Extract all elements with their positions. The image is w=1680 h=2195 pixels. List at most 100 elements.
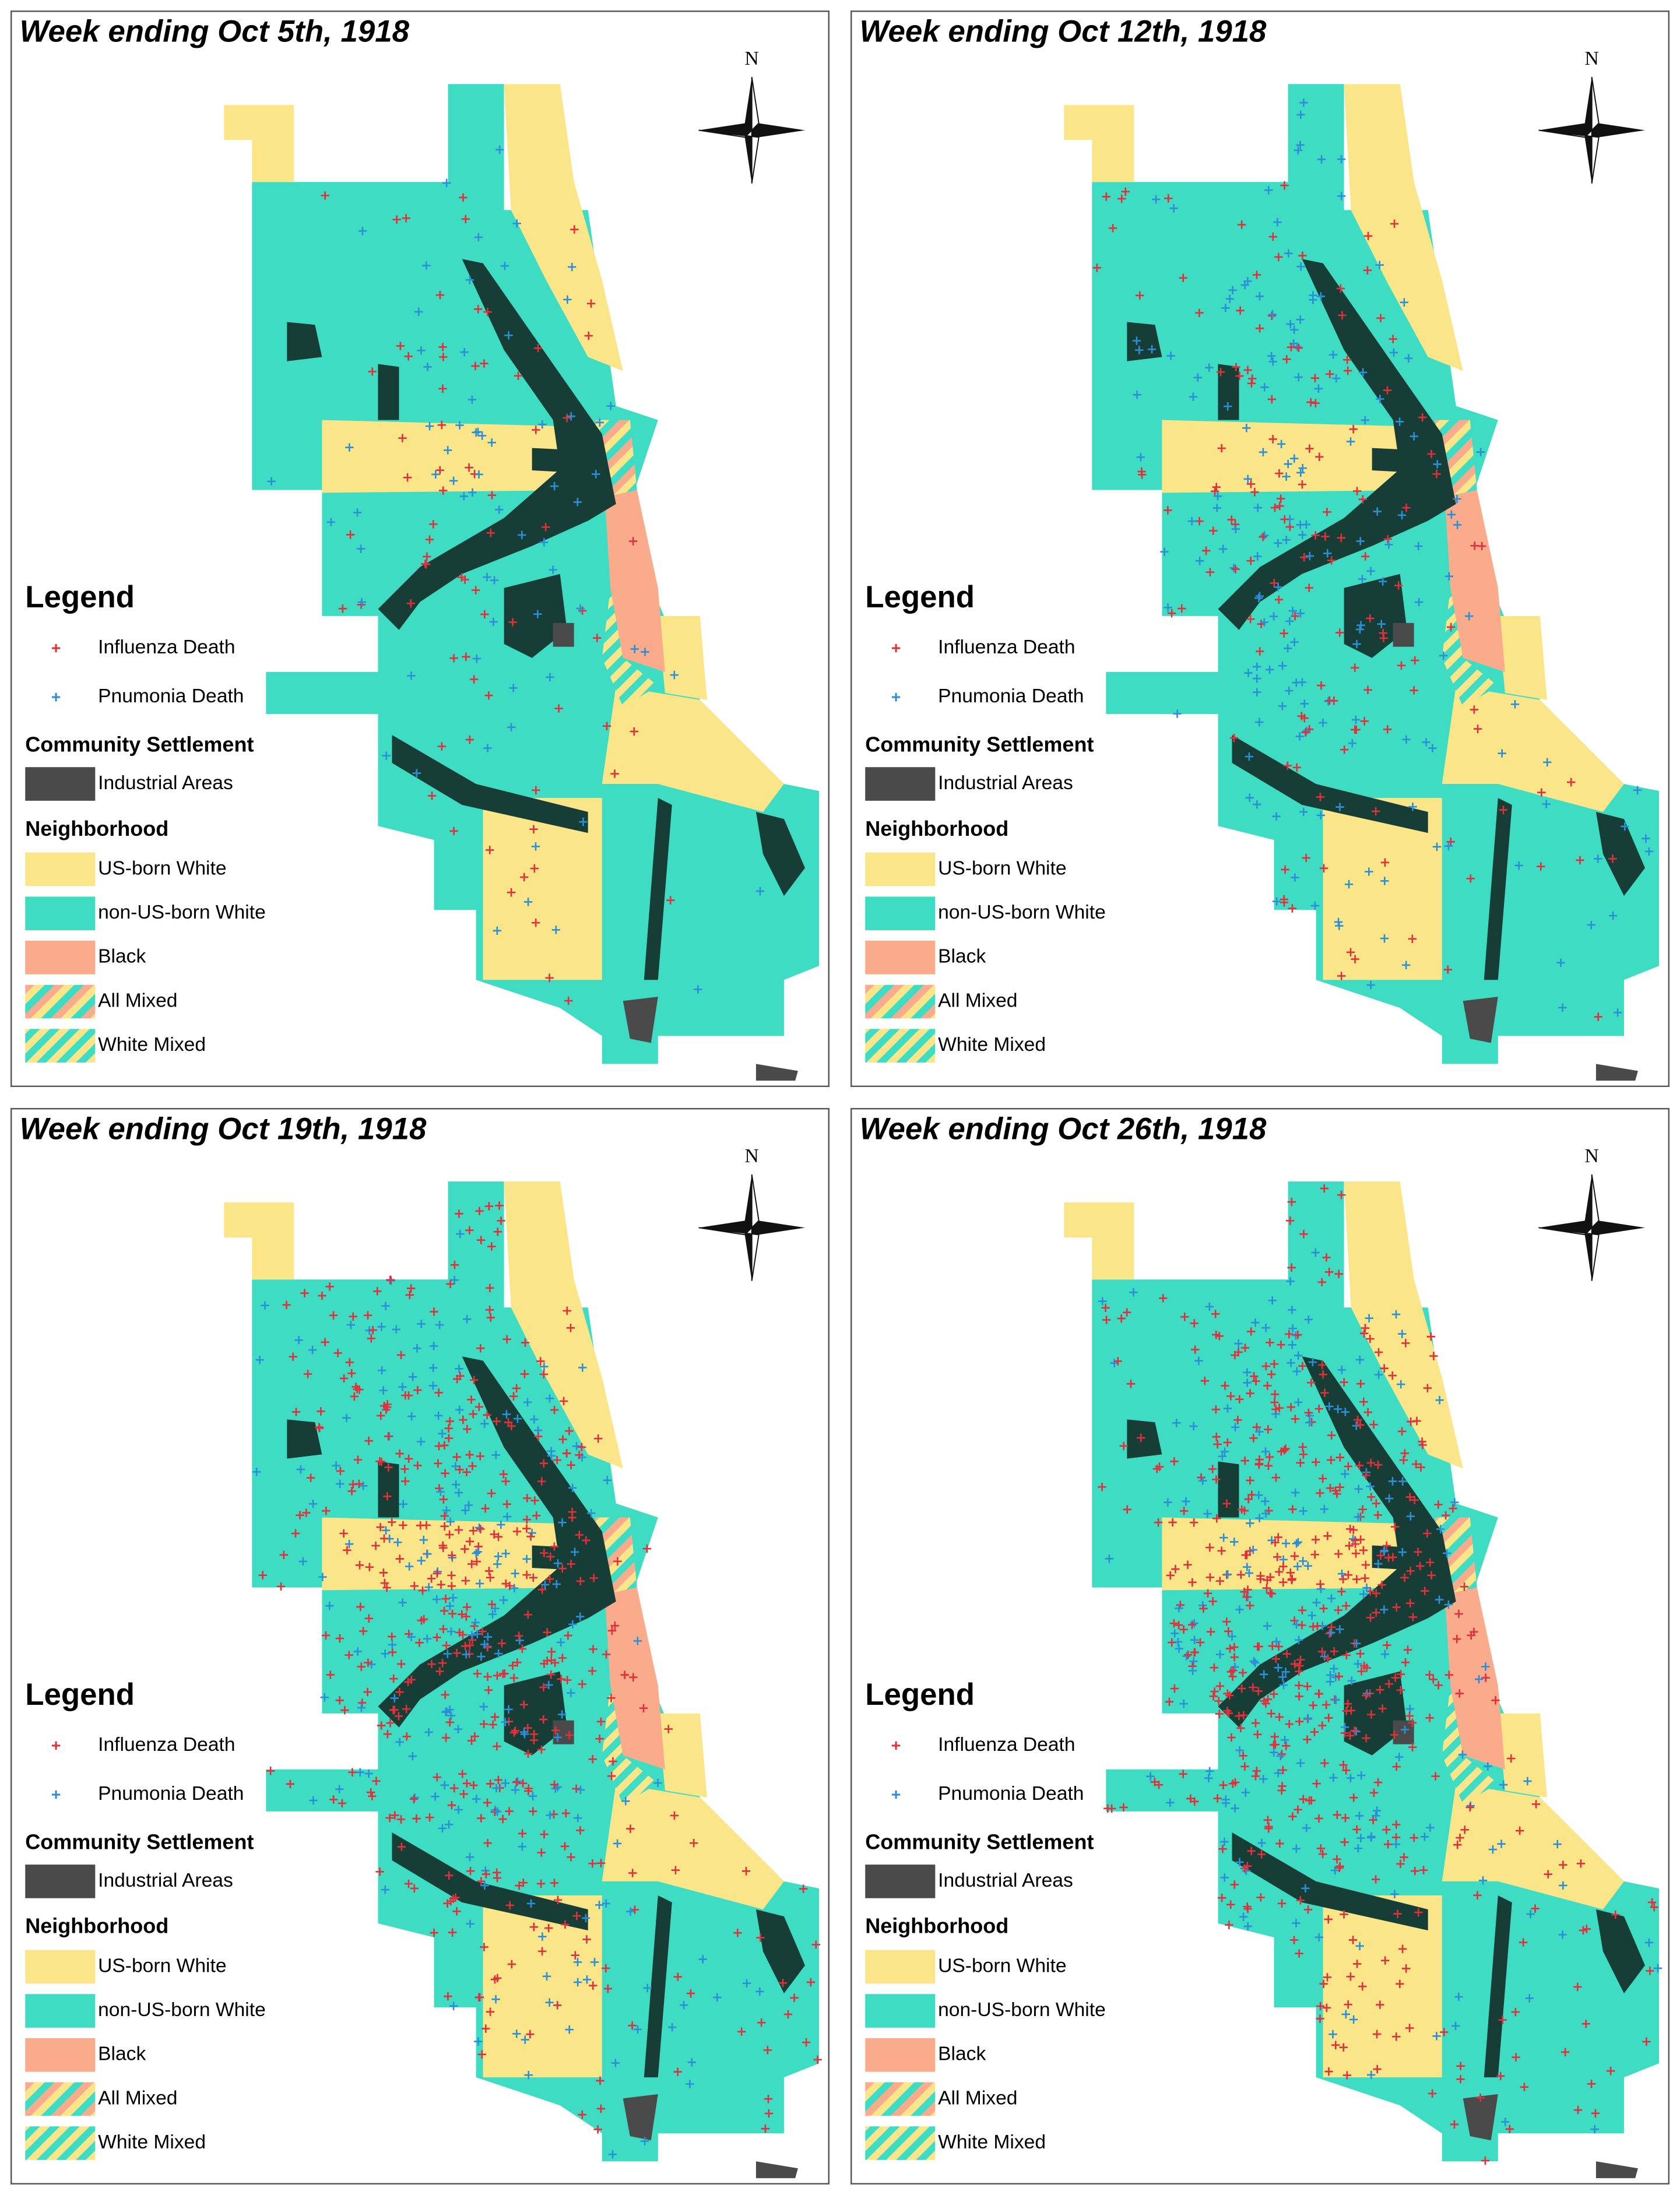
death-marker [473, 1669, 482, 1678]
legend-marker [51, 1790, 61, 1799]
death-marker [381, 1301, 390, 1310]
death-marker [1285, 686, 1294, 695]
legend-label: All Mixed [938, 990, 1017, 1011]
death-marker [452, 1452, 461, 1462]
legend-swatch [25, 896, 96, 931]
death-marker [1323, 1654, 1332, 1663]
death-marker [572, 1441, 581, 1451]
death-marker [576, 1577, 585, 1585]
death-marker [437, 1580, 445, 1589]
death-marker [545, 1394, 554, 1403]
death-marker [607, 1771, 616, 1781]
death-marker [1244, 1494, 1253, 1504]
death-marker [1271, 1473, 1281, 1482]
death-marker [1290, 1659, 1299, 1669]
death-marker [338, 1799, 347, 1808]
death-marker [1345, 1541, 1354, 1550]
death-marker [1294, 1538, 1303, 1547]
death-marker [626, 1907, 635, 1916]
death-marker [1231, 525, 1240, 533]
death-marker [1349, 425, 1358, 434]
death-marker [1280, 895, 1288, 904]
death-marker [462, 652, 470, 662]
death-marker [628, 537, 638, 546]
death-marker [1292, 1539, 1301, 1548]
death-marker [550, 481, 559, 491]
city-area [1092, 84, 1659, 1064]
death-marker [1434, 1500, 1443, 1509]
death-marker [394, 1712, 403, 1721]
death-marker [302, 1508, 311, 1517]
death-marker [1271, 1538, 1280, 1547]
death-marker [357, 1662, 366, 1671]
death-marker [1269, 612, 1278, 621]
death-marker [1239, 1711, 1248, 1720]
panel-title: Week ending Oct 12th, 1918 [860, 15, 1267, 49]
death-marker [1205, 1767, 1214, 1776]
death-marker [342, 1413, 351, 1422]
death-marker [368, 1325, 377, 1335]
death-marker [536, 1879, 546, 1888]
death-marker [576, 1826, 585, 1835]
us-born-area [1498, 615, 1547, 700]
death-marker [529, 1730, 539, 1739]
death-marker [432, 1595, 441, 1604]
death-marker [1254, 1687, 1263, 1696]
legend-heading: Community Settlement [865, 1830, 1094, 1854]
death-marker [1511, 2007, 1520, 2017]
death-marker [512, 1778, 521, 1787]
death-marker [561, 1809, 571, 1818]
death-marker [1268, 233, 1278, 241]
death-marker [466, 1919, 475, 1928]
death-marker [513, 1414, 522, 1423]
death-marker [1223, 1438, 1232, 1447]
death-marker [438, 1541, 447, 1550]
death-marker [479, 1702, 488, 1711]
death-marker [1270, 503, 1280, 512]
death-marker [1183, 1651, 1193, 1659]
death-marker [1270, 1360, 1279, 1369]
death-marker [502, 1500, 511, 1508]
death-marker [1444, 1600, 1453, 1609]
death-marker [1608, 911, 1618, 920]
death-marker [1362, 1734, 1370, 1743]
death-marker [1380, 877, 1389, 885]
death-marker [1280, 629, 1288, 638]
death-marker [438, 343, 447, 351]
legend-label: Influenza Death [938, 636, 1075, 658]
death-marker [534, 1432, 543, 1441]
death-marker [538, 420, 547, 429]
death-marker [1146, 1772, 1155, 1781]
legend-label: non-US-born White [98, 902, 266, 923]
compass: N [698, 48, 805, 184]
death-marker [626, 1824, 635, 1833]
death-marker [1379, 628, 1387, 638]
death-marker [419, 1535, 428, 1545]
legend-swatch [865, 984, 936, 1019]
death-marker [413, 1344, 421, 1353]
death-marker [1264, 186, 1273, 195]
death-marker [1389, 1553, 1397, 1561]
death-marker [1269, 1748, 1278, 1757]
death-marker [539, 1715, 548, 1724]
death-marker [473, 1630, 481, 1638]
death-marker [1228, 1779, 1238, 1788]
death-marker [1426, 1823, 1435, 1832]
river-industrial [644, 1895, 672, 2078]
death-marker [423, 1634, 432, 1643]
death-marker [532, 1511, 541, 1520]
death-marker [522, 1554, 531, 1564]
death-marker [578, 2110, 587, 2119]
death-marker [436, 1487, 445, 1496]
legend-label: US-born White [98, 857, 226, 879]
death-marker [1252, 1377, 1260, 1385]
death-marker [1543, 758, 1552, 767]
death-marker [1290, 1552, 1299, 1561]
death-marker [1395, 417, 1404, 426]
death-marker [1514, 861, 1523, 870]
death-marker [1239, 1912, 1248, 1921]
death-marker [487, 1600, 497, 1609]
death-marker [1344, 1462, 1353, 1471]
death-marker [445, 1530, 454, 1539]
death-marker [1337, 1190, 1346, 1199]
